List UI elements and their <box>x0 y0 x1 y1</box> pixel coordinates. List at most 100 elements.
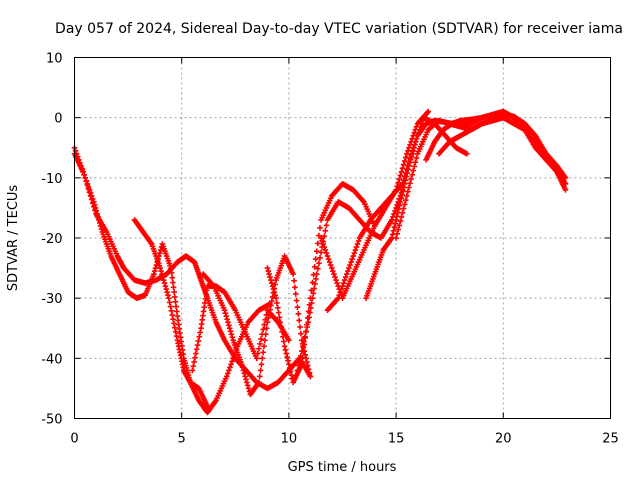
data-point <box>349 256 355 262</box>
data-point <box>333 277 339 283</box>
data-point <box>278 324 284 330</box>
data-point <box>172 294 178 300</box>
data-point <box>322 227 329 234</box>
data-point <box>311 264 318 270</box>
data-point <box>279 329 285 335</box>
data-point <box>345 268 351 274</box>
data-point <box>399 165 406 172</box>
data-point <box>259 355 266 362</box>
data-point <box>229 334 236 341</box>
data-point <box>305 366 312 372</box>
data-point <box>405 188 411 195</box>
data-point <box>327 262 334 268</box>
data-point <box>341 277 348 283</box>
data-point <box>152 265 159 271</box>
data-point <box>261 321 268 328</box>
data-point <box>168 308 175 314</box>
data-point <box>291 277 297 284</box>
data-point <box>295 362 302 369</box>
data-point <box>228 331 235 338</box>
data-point <box>394 230 400 237</box>
x-tick-label: 0 <box>70 432 78 447</box>
data-point <box>165 292 171 298</box>
data-point <box>401 184 407 191</box>
data-point <box>281 343 288 350</box>
y-tick-label: -20 <box>41 232 62 247</box>
data-point <box>98 226 105 232</box>
data-point <box>409 150 416 157</box>
data-point <box>325 256 332 262</box>
y-tick-label: 10 <box>46 52 63 67</box>
data-point <box>166 295 172 301</box>
data-point <box>171 320 177 327</box>
x-tick-label: 10 <box>281 432 298 447</box>
data-point <box>390 227 397 234</box>
data-point <box>309 295 316 301</box>
data-point <box>160 274 166 280</box>
data-point <box>173 333 180 339</box>
data-point <box>226 325 233 332</box>
data-point <box>157 265 164 271</box>
data-point <box>230 355 236 362</box>
data-point <box>304 324 310 330</box>
data-point <box>292 291 299 297</box>
data-point <box>172 298 179 305</box>
y-tick-label: -30 <box>41 292 62 307</box>
data-point <box>244 379 250 386</box>
data-point <box>302 351 308 358</box>
data-point <box>340 280 347 286</box>
data-point <box>298 330 304 337</box>
data-point <box>170 284 177 291</box>
data-point <box>258 336 264 342</box>
data-point <box>346 265 352 271</box>
data-point <box>411 144 417 151</box>
data-point <box>413 138 419 145</box>
data-point <box>404 170 411 176</box>
data-point <box>290 271 296 277</box>
data-point <box>84 181 91 187</box>
data-point <box>197 329 203 336</box>
data-point <box>204 403 211 410</box>
data-point <box>94 211 101 217</box>
data-point <box>395 179 402 186</box>
data-point <box>297 353 304 359</box>
data-point <box>396 222 403 229</box>
data-point <box>262 331 269 338</box>
data-point <box>96 217 102 223</box>
data-point <box>196 333 203 340</box>
data-point <box>97 223 104 229</box>
data-point <box>300 343 306 350</box>
data-point <box>226 322 232 329</box>
data-point <box>270 286 277 292</box>
data-point <box>72 147 79 154</box>
data-point <box>287 368 294 375</box>
data-point <box>404 150 410 157</box>
data-point <box>425 108 432 115</box>
data-point <box>191 359 197 365</box>
data-point <box>268 298 275 304</box>
data-point <box>395 206 402 212</box>
data-point <box>339 283 346 289</box>
data-point <box>162 283 169 289</box>
data-point <box>396 176 403 182</box>
data-point <box>400 161 407 168</box>
data-point <box>284 354 290 360</box>
data-point <box>253 355 260 362</box>
data-point <box>268 280 275 286</box>
data-point <box>405 166 411 173</box>
data-point <box>280 338 287 345</box>
data-point <box>173 308 180 315</box>
data-point <box>396 202 403 209</box>
data-point <box>400 205 407 212</box>
data-point <box>190 363 197 369</box>
data-point <box>410 147 417 154</box>
y-tick-label: -10 <box>41 172 62 187</box>
data-point <box>277 319 284 326</box>
data-point <box>265 315 272 321</box>
data-point <box>256 373 263 380</box>
data-point <box>86 187 93 193</box>
data-point <box>307 309 313 316</box>
data-point <box>158 268 164 274</box>
data-point <box>313 248 320 255</box>
